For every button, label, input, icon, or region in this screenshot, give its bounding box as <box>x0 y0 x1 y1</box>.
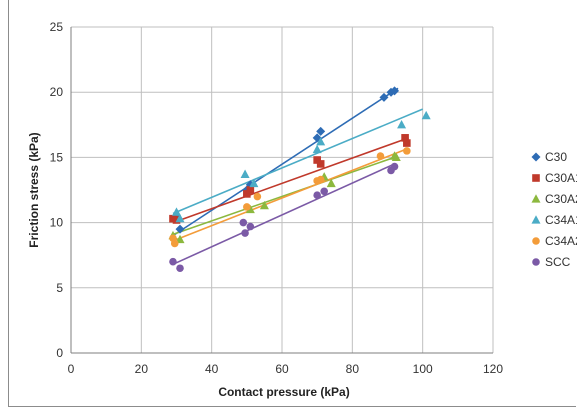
data-point-c30a1 <box>401 134 409 142</box>
legend: C30 C30A1 C30A2 C34A1 C34A2 SCC <box>531 150 577 269</box>
data-point-c30 <box>175 224 185 234</box>
legend-marker-c34a1 <box>531 215 541 224</box>
data-point-scc <box>313 191 321 200</box>
data-point-scc <box>176 264 184 273</box>
data-point-c34a2 <box>170 239 179 248</box>
data-point-c34a1 <box>172 207 181 216</box>
data-point-c30a2 <box>245 204 255 214</box>
y-tick-label: 15 <box>50 150 64 164</box>
data-point-c34a1 <box>316 136 326 146</box>
data-point-c34a1 <box>249 178 259 188</box>
data-point-c34a1 <box>312 144 322 154</box>
legend-label-c34a2: C34A2 <box>545 234 577 248</box>
data-points <box>168 86 431 273</box>
data-point-scc <box>246 222 255 231</box>
legend-label-c30: C30 <box>545 150 567 164</box>
legend-item-c34a2: C34A2 <box>532 234 577 248</box>
x-axis-title: Contact pressure (kPa) <box>218 385 349 399</box>
x-tick-label: 60 <box>275 362 289 376</box>
legend-item-scc: SCC <box>532 255 571 269</box>
legend-item-c30a1: C30A1 <box>532 171 577 185</box>
legend-item-c30: C30 <box>531 150 567 164</box>
x-tick-label: 80 <box>346 362 360 376</box>
data-point-c30a2 <box>326 178 336 188</box>
y-tick-label: 10 <box>50 216 64 230</box>
data-point-c30a1 <box>172 216 181 224</box>
data-point-c34a2 <box>376 152 385 160</box>
data-point-c30a1 <box>313 156 321 164</box>
data-point-c30a1 <box>246 186 255 194</box>
legend-label-c30a1: C30A1 <box>545 171 577 185</box>
trendline-c30 <box>172 87 399 237</box>
data-point-c30a1 <box>403 139 411 147</box>
data-point-c34a1 <box>421 110 431 120</box>
data-point-c30a1 <box>243 190 251 198</box>
legend-marker-scc <box>532 258 540 266</box>
data-point-c34a1 <box>397 120 407 129</box>
chart-frame: 0 5 10 15 20 25 0 20 40 60 80 100 120 Contact pressu… <box>8 0 577 407</box>
x-tick-label: 40 <box>205 362 219 376</box>
grid <box>70 26 494 354</box>
data-point-c34a2 <box>316 175 325 184</box>
trendline-scc <box>172 163 395 266</box>
data-point-c30a2 <box>391 152 401 161</box>
trendlines <box>172 87 423 266</box>
legend-marker-c30a2 <box>531 194 541 203</box>
data-point-c30 <box>390 86 400 96</box>
legend-label-scc: SCC <box>545 255 571 269</box>
data-point-c30 <box>316 126 326 136</box>
data-point-c34a2 <box>243 203 251 211</box>
x-tick-label: 100 <box>413 362 433 376</box>
data-point-c30a1 <box>316 160 325 168</box>
tick-labels: 0 5 10 15 20 25 0 20 40 60 80 100 120 <box>50 20 504 376</box>
data-point-c30a2 <box>175 234 185 244</box>
data-point-scc <box>320 187 329 196</box>
trendline-c34a1 <box>172 108 423 215</box>
x-tick-label: 120 <box>483 362 503 376</box>
trendline-c30a1 <box>172 137 409 224</box>
legend-label-c30a2: C30A2 <box>545 192 577 206</box>
data-point-c30 <box>379 92 389 102</box>
friction-stress-chart: 0 5 10 15 20 25 0 20 40 60 80 100 120 Contact pressu… <box>27 20 577 399</box>
legend-marker-c30a1 <box>532 174 540 182</box>
y-tick-label: 0 <box>56 346 63 360</box>
data-point-c30a2 <box>259 200 269 210</box>
y-tick-label: 25 <box>50 20 64 34</box>
data-point-scc <box>239 218 248 227</box>
y-tick-label: 20 <box>50 85 64 99</box>
trendline-c30a2 <box>172 155 399 236</box>
trendline-c34a2 <box>172 147 409 242</box>
legend-label-c34a1: C34A1 <box>545 213 577 227</box>
data-point-scc <box>169 257 177 266</box>
legend-marker-c34a2 <box>532 237 540 245</box>
legend-item-c30a2: C30A2 <box>531 192 577 206</box>
y-axis-title: Friction stress (kPa) <box>27 132 41 247</box>
legend-item-c34a1: C34A1 <box>531 213 577 227</box>
data-point-c34a1 <box>240 169 250 178</box>
x-tick-label: 20 <box>135 362 149 376</box>
data-point-c34a2 <box>403 147 411 155</box>
x-tick-label: 0 <box>68 362 75 376</box>
data-point-scc <box>390 162 399 171</box>
legend-marker-c30 <box>531 152 541 162</box>
data-point-scc <box>241 229 249 237</box>
y-tick-label: 5 <box>56 281 63 295</box>
data-point-c34a1 <box>175 213 185 223</box>
data-point-c34a2 <box>253 192 262 201</box>
axes <box>70 27 493 354</box>
